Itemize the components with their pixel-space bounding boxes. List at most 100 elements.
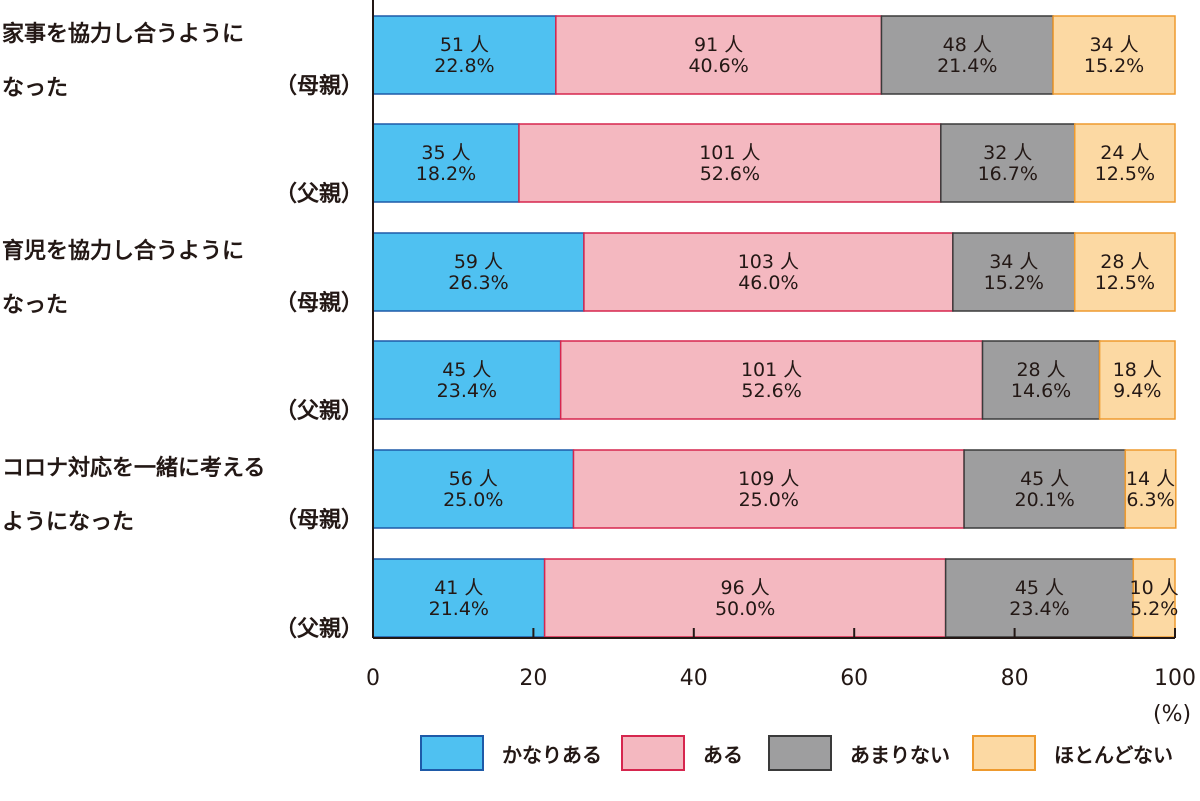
- legend-swatch: [621, 735, 685, 771]
- bar-segment: [1132, 558, 1176, 638]
- legend-swatch: [972, 735, 1036, 771]
- data-label-count: 51 人: [440, 34, 489, 56]
- data-label-count: 91 人: [694, 34, 743, 56]
- legend-item-hotondo-nai: ほとんどない: [972, 735, 1173, 771]
- row-role-label: （母親）: [275, 74, 364, 99]
- bar-segment: [555, 15, 883, 95]
- data-label-percent: 23.4%: [437, 380, 497, 402]
- group-label: なった: [2, 76, 69, 101]
- data-label-percent: 52.6%: [700, 163, 760, 185]
- bar-segment: [372, 123, 520, 203]
- group-label: なった: [2, 293, 69, 318]
- row-role-label: （父親）: [275, 399, 364, 424]
- row-role-label: （父親）: [275, 617, 364, 642]
- data-label-percent: 15.2%: [1084, 55, 1144, 77]
- data-label-count: 101 人: [741, 359, 802, 381]
- bar-segment: [372, 558, 546, 638]
- bar-segment: [1098, 340, 1176, 420]
- row-role-label: （母親）: [275, 291, 364, 316]
- group-label: コロナ対応を一緒に考える: [2, 456, 266, 481]
- data-label-count: 28 人: [1100, 251, 1149, 273]
- data-label-percent: 16.7%: [978, 163, 1038, 185]
- data-label-percent: 21.4%: [937, 55, 997, 77]
- x-tick-label: 60: [840, 666, 868, 691]
- data-label-percent: 5.2%: [1130, 598, 1178, 620]
- data-label-count: 10 人: [1130, 577, 1179, 599]
- bar-segment: [880, 15, 1054, 95]
- data-label-percent: 6.3%: [1126, 489, 1174, 511]
- data-label-percent: 26.3%: [448, 272, 508, 294]
- x-axis-unit: (%): [1153, 702, 1192, 727]
- data-label-count: 32 人: [983, 142, 1032, 164]
- bar-segment: [583, 232, 954, 312]
- bar-segment: [572, 449, 965, 529]
- x-tick-label: 20: [519, 666, 547, 691]
- legend-item-aru: ある: [621, 735, 743, 771]
- bar-segment: [559, 340, 984, 420]
- data-label-count: 59 人: [454, 251, 503, 273]
- bar-segment: [940, 123, 1076, 203]
- data-label-count: 41 人: [434, 577, 483, 599]
- data-label-count: 48 人: [943, 34, 992, 56]
- data-label-count: 14 人: [1126, 468, 1175, 490]
- x-tick-label: 40: [680, 666, 708, 691]
- legend-label: あまりない: [850, 742, 950, 767]
- data-label-percent: 22.8%: [434, 55, 494, 77]
- data-label-count: 35 人: [421, 142, 470, 164]
- data-label-percent: 20.1%: [1014, 489, 1074, 511]
- data-label-percent: 21.4%: [429, 598, 489, 620]
- legend-label: かなりある: [502, 742, 602, 767]
- data-label-count: 96 人: [721, 577, 770, 599]
- bar-segment: [1052, 15, 1176, 95]
- bar-segment: [1074, 232, 1176, 312]
- bar-segment: [372, 340, 562, 420]
- bar-segment: [963, 449, 1127, 529]
- data-label-percent: 52.6%: [741, 380, 801, 402]
- data-label-percent: 25.0%: [443, 489, 503, 511]
- bar-segment: [543, 558, 947, 638]
- row-role-label: （母親）: [275, 508, 364, 533]
- legend-swatch: [768, 735, 832, 771]
- data-label-count: 101 人: [699, 142, 760, 164]
- data-label-count: 103 人: [738, 251, 799, 273]
- data-label-count: 56 人: [449, 468, 498, 490]
- data-label-percent: 46.0%: [738, 272, 798, 294]
- group-label: ようになった: [2, 510, 135, 535]
- x-tick-label: 80: [1001, 666, 1029, 691]
- data-label-percent: 50.0%: [715, 598, 775, 620]
- data-label-percent: 9.4%: [1113, 380, 1161, 402]
- data-label-percent: 25.0%: [739, 489, 799, 511]
- data-label-percent: 14.6%: [1011, 380, 1071, 402]
- bar-segment: [1124, 449, 1177, 529]
- data-label-count: 28 人: [1016, 359, 1065, 381]
- data-label-count: 109 人: [738, 468, 799, 490]
- data-label-count: 34 人: [989, 251, 1038, 273]
- data-label-count: 45 人: [1015, 577, 1064, 599]
- data-label-count: 18 人: [1113, 359, 1162, 381]
- data-label-percent: 18.2%: [416, 163, 476, 185]
- data-label-percent: 12.5%: [1095, 272, 1155, 294]
- legend-item-amari-nai: あまりない: [768, 735, 950, 771]
- data-label-count: 45 人: [1020, 468, 1069, 490]
- data-label-percent: 15.2%: [984, 272, 1044, 294]
- legend-label: ある: [703, 742, 743, 767]
- group-label: 育児を協力し合うように: [2, 239, 245, 264]
- data-label-percent: 23.4%: [1009, 598, 1069, 620]
- data-label-count: 45 人: [442, 359, 491, 381]
- x-tick-label: 0: [366, 666, 380, 691]
- bar-segment: [1074, 123, 1176, 203]
- legend-swatch: [420, 735, 484, 771]
- bar-segment: [944, 558, 1135, 638]
- bar-segment: [518, 123, 942, 203]
- legend-label: ほとんどない: [1054, 742, 1173, 767]
- row-role-label: （父親）: [275, 182, 364, 207]
- data-label-percent: 40.6%: [688, 55, 748, 77]
- data-label-count: 34 人: [1089, 34, 1138, 56]
- group-label: 家事を協力し合うように: [2, 22, 245, 47]
- legend-item-kanari-aru: かなりある: [420, 735, 602, 771]
- data-label-count: 24 人: [1100, 142, 1149, 164]
- bar-segment: [372, 15, 557, 95]
- data-label-percent: 12.5%: [1095, 163, 1155, 185]
- x-tick-label: 100: [1154, 666, 1196, 691]
